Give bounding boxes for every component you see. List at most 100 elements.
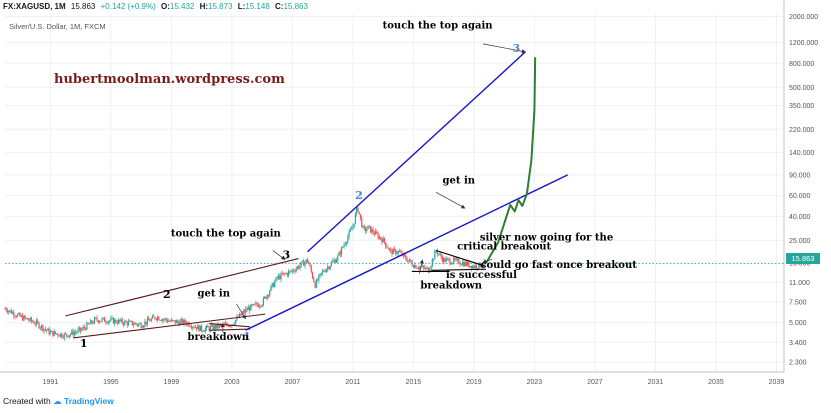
candle-body [40,325,43,328]
candle-body [194,327,196,328]
candle-body [112,318,115,324]
candle-body [451,262,454,264]
candle-body [343,244,345,248]
candle-body [44,328,46,330]
candle-body [174,320,176,324]
x-tick-label: 1999 [164,379,180,386]
candle-body [300,261,302,266]
candle-body [34,323,36,325]
candle-body [163,319,165,321]
candle-body [390,248,392,250]
candle-body [213,325,215,330]
last-price-badge: 15.863 [786,253,820,264]
candle-body [424,267,426,269]
candle-body [43,328,45,331]
candle-body [323,270,325,272]
candle-body [463,262,465,267]
high-value: 15.873 [208,2,233,11]
candle-body [443,258,445,262]
symbol-label[interactable]: FX:XAGUSD, 1M [3,2,66,11]
annotation-arrow [482,43,527,54]
candle-body [5,308,7,311]
candle-body [150,318,152,322]
annotation-arrow [236,303,246,320]
candle-body [403,253,406,256]
candle-body [211,324,213,327]
candle-body [282,273,285,275]
y-tick-label: 16.000 [789,261,811,268]
tradingview-link[interactable]: TradingView [63,396,114,406]
x-tick-label: 2003 [224,379,240,386]
candle-body [53,331,55,336]
candle-body [164,318,166,320]
axes: 2000.0001200.000800.000500.000350.000220… [0,0,818,386]
candle-body [214,325,217,329]
candle-body [61,333,63,338]
x-tick-label: 1991 [43,379,59,386]
candle-body [228,325,230,327]
candle-body [49,331,51,335]
candle-body [368,225,370,227]
candle-body [56,333,58,335]
x-tick-label: 2027 [587,379,603,386]
candle-body [271,283,273,286]
candle-body [327,266,329,270]
candle-body [15,316,17,318]
candle-body [69,333,72,336]
candle-body [195,327,198,330]
candle-body [356,207,358,214]
candle-body [182,319,184,325]
candle-body [78,327,80,330]
candle-body [245,308,247,313]
candle-body [262,298,265,305]
candle-body [149,320,151,322]
candle-body [468,261,470,267]
candle-body [395,249,397,254]
candle-body [209,326,212,331]
candle-body [146,318,149,325]
candle-body [151,316,154,319]
annotation-arrow [419,259,424,274]
candle-body [73,332,75,336]
candle-body [25,318,28,319]
candle-body [334,260,336,263]
annotation-arrow [482,258,493,264]
candle-body [314,282,316,288]
candle-body [267,294,270,296]
candle-body [100,320,102,322]
candle-body [103,317,106,322]
candle-body [353,223,355,227]
y-tick-label: 40.000 [789,214,811,221]
trend-line-lower-blue [245,174,568,331]
candle-body [335,259,338,263]
candle-body [17,314,19,317]
trend-line-wedge-lower-brown [209,328,251,331]
candle-body [276,277,278,279]
candle-body [129,320,131,322]
low-label: L: [237,2,246,11]
candle-body [359,213,362,218]
trend-line-upper-blue [307,51,526,253]
candle-body [480,266,483,268]
candle-body [232,324,234,326]
annotation-text: get in [443,176,476,187]
candle-body [243,311,246,313]
candle-body [175,320,178,324]
candle-body [306,259,309,262]
candle-body [242,311,244,314]
open-value: 15.432 [169,2,195,11]
candle-body [38,322,40,329]
candle-body [233,323,236,325]
candle-body [148,318,150,321]
candle-body [387,247,389,250]
candle-body [134,323,136,325]
candle-body [295,268,297,272]
candle-body [419,266,421,269]
candle-body [265,296,267,299]
candle-body [366,229,368,232]
candle-body [364,228,367,232]
candle-body [235,319,237,324]
candle-body [198,325,200,332]
candle-body [132,324,135,326]
